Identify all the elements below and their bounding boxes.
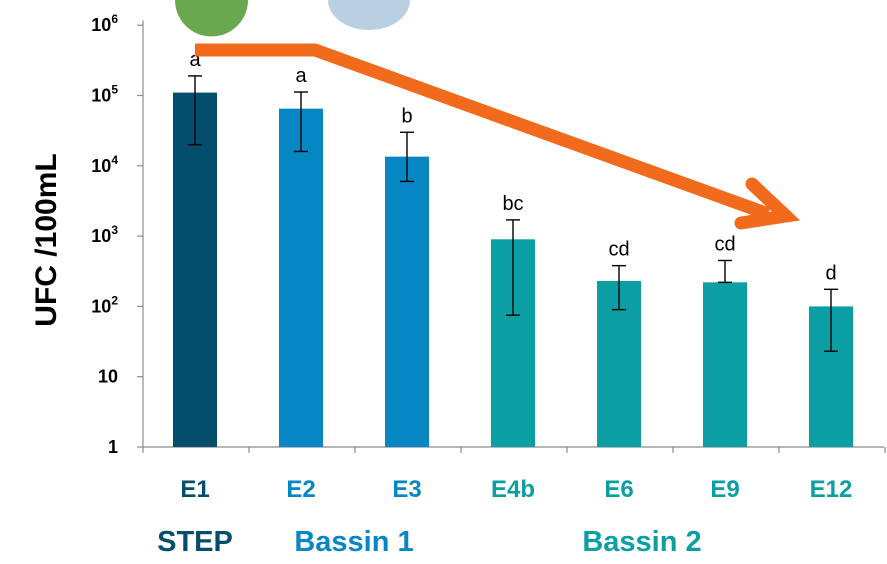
error-bar-e9 <box>718 259 732 284</box>
decor-images <box>175 0 410 37</box>
bar-e2 <box>279 108 323 447</box>
group-label-bassin-2: Bassin 2 <box>582 526 701 558</box>
x-tick-label: E2 <box>286 476 315 503</box>
decor-image-left <box>175 0 248 37</box>
y-tick-label: 105 <box>91 83 118 106</box>
error-bar-e4b <box>506 219 520 316</box>
x-tick-label: E9 <box>710 476 739 503</box>
trend-arrow <box>195 43 801 230</box>
bar-e1 <box>173 92 217 448</box>
y-tick-label: 104 <box>91 153 118 176</box>
y-tick-label: 10 <box>98 367 118 387</box>
x-tick-label: E4b <box>491 476 535 503</box>
decor-image-right <box>328 0 410 30</box>
significance-label: cd <box>714 233 735 255</box>
error-bar-e6 <box>612 264 626 311</box>
group-label-bassin-1: Bassin 1 <box>294 526 413 558</box>
x-tick-label: E6 <box>604 476 633 503</box>
error-bars <box>188 75 838 352</box>
y-tick-label: 1 <box>108 437 118 457</box>
significance-label: b <box>401 105 412 127</box>
y-tick-label: 106 <box>91 12 118 35</box>
bar-e3 <box>385 156 429 447</box>
x-tick-label: E1 <box>180 476 209 503</box>
y-tick-label: 102 <box>91 293 118 316</box>
significance-label: d <box>825 262 836 284</box>
trend-arrow-line <box>195 43 771 221</box>
bars <box>173 92 853 448</box>
y-axis-label: UFC /100mL <box>30 153 63 326</box>
group-label-step: STEP <box>157 526 233 558</box>
significance-label: bc <box>502 193 523 215</box>
error-bar-e3 <box>400 131 414 183</box>
significance-label: cd <box>608 239 629 261</box>
category-labels: E1 E2 E3 E4b E6 E9 E12 <box>180 476 852 503</box>
bar-e9 <box>703 282 747 447</box>
x-tick-label: E12 <box>810 476 853 503</box>
group-labels: STEP Bassin 1 Bassin 2 <box>157 526 702 558</box>
error-bar-e1 <box>188 75 202 146</box>
error-bar-e2 <box>294 91 308 153</box>
error-bar-e12 <box>824 288 838 352</box>
significance-label: a <box>295 65 307 87</box>
trend-arrow-head <box>734 177 801 230</box>
x-tick-label: E3 <box>392 476 421 503</box>
y-tick-label: 103 <box>91 223 118 246</box>
